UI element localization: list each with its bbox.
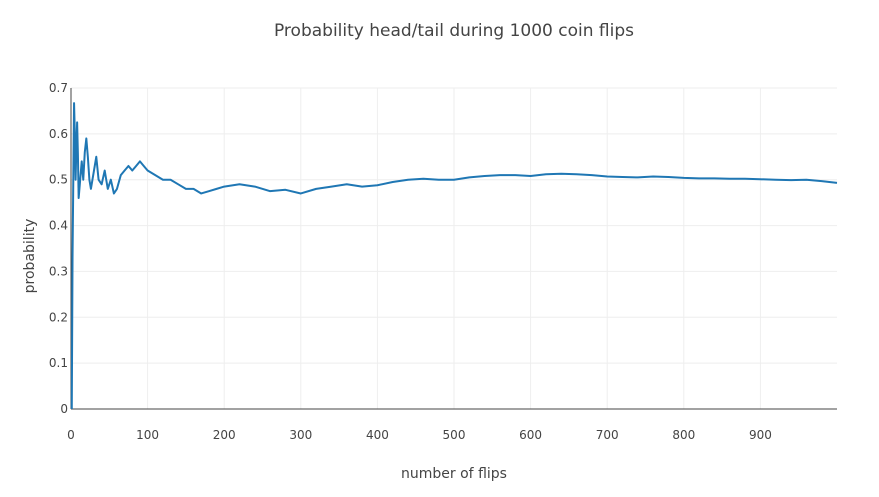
series-layer [70, 102, 838, 410]
grid-lines [71, 87, 837, 409]
x-tick-label: 700 [596, 428, 619, 442]
y-tick-label: 0.2 [49, 310, 68, 324]
y-tick-label: 0.6 [49, 127, 68, 141]
y-tick-label: 0.7 [49, 81, 68, 95]
x-tick-label: 200 [213, 428, 236, 442]
x-tick-label: 300 [289, 428, 312, 442]
chart-title: Probability head/tail during 1000 coin f… [274, 21, 634, 41]
x-tick-label: 600 [519, 428, 542, 442]
x-tick-label: 800 [672, 428, 695, 442]
series-line-probability [70, 102, 838, 410]
x-axis-label: number of flips [401, 466, 507, 482]
y-tick-label: 0.1 [49, 356, 68, 370]
x-tick-label: 500 [443, 428, 466, 442]
x-tick-label: 900 [749, 428, 772, 442]
x-tick-label: 0 [67, 428, 75, 442]
axes: 0 100 200 300 400 500 600 700 800 900 0 0.1 0.2 0.3 0.… [49, 81, 837, 442]
y-axis-label: probability [22, 219, 38, 294]
x-tick-label: 100 [136, 428, 159, 442]
y-tick-label: 0.4 [49, 219, 68, 233]
y-tick-label: 0.5 [49, 173, 68, 187]
y-tick-label: 0 [60, 402, 68, 416]
y-tick-label: 0.3 [49, 264, 68, 278]
x-tick-label: 400 [366, 428, 389, 442]
